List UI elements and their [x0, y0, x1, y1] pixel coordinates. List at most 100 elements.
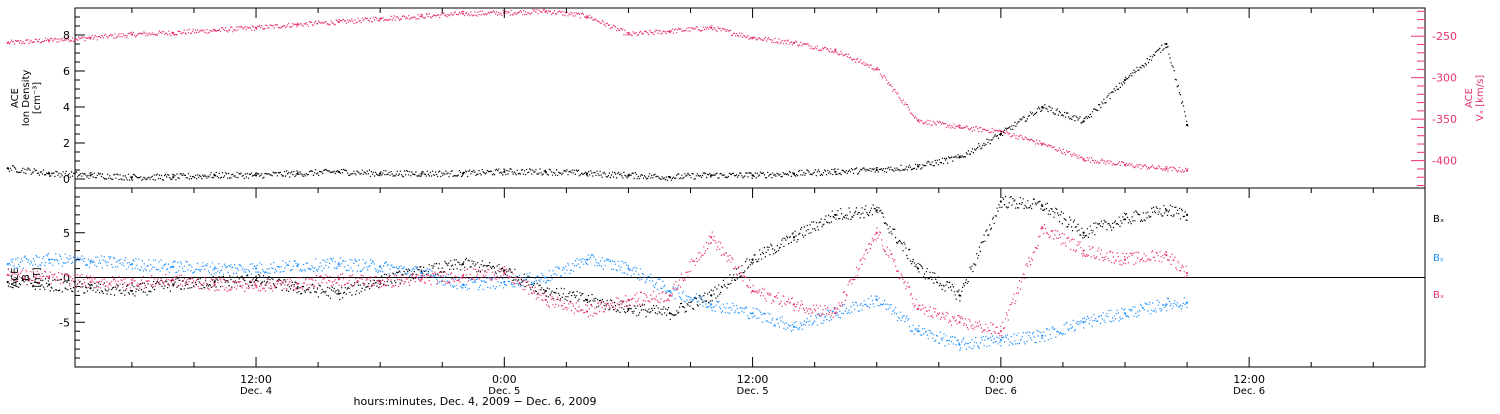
data-point [461, 12, 465, 15]
series-texture [7, 43, 1189, 181]
data-point [585, 172, 589, 175]
data-point [710, 236, 713, 239]
x-tick-label-date: Dec. 6 [1233, 386, 1265, 397]
data-point [958, 294, 961, 297]
series-Bz [6, 224, 1189, 337]
left-axis-title-line: [cm⁻³] [32, 82, 43, 114]
left-tick-label: 0 [63, 173, 70, 186]
data-point [710, 303, 713, 306]
x-tick-label-date: Dec. 4 [240, 386, 272, 397]
data-point [875, 209, 878, 212]
data-point [751, 312, 754, 315]
x-axis-title: hours:minutes, Dec. 4, 2009 − Dec. 6, 20… [354, 395, 597, 408]
x-tick-label-time: 12:00 [737, 373, 769, 386]
data-point [751, 258, 754, 261]
data-point [958, 343, 961, 346]
data-point [834, 170, 837, 173]
legend-Bz: Bₓ [1433, 290, 1444, 301]
data-point [875, 231, 878, 234]
x-tick-label-date: Dec. 5 [737, 386, 769, 397]
data-point [130, 176, 133, 179]
x-tick-label-time: 12:00 [240, 373, 272, 386]
data-point [585, 15, 589, 18]
b-tick-label: -5 [59, 316, 70, 329]
data-point [420, 278, 423, 281]
left-axis-title: ACE Ion Density [cm⁻³] [10, 70, 43, 127]
right-tick-label: -350 [1432, 113, 1457, 126]
data-point [1082, 231, 1085, 234]
data-point [379, 172, 382, 175]
data-point [834, 50, 837, 53]
data-point [1041, 334, 1044, 337]
left-tick-label: 6 [63, 65, 70, 78]
data-point [172, 176, 175, 179]
right-tick-label: -400 [1432, 155, 1457, 168]
b-tick-label: 5 [63, 227, 70, 240]
data-point [710, 294, 713, 297]
data-point [503, 170, 506, 173]
right-tick-label: -300 [1432, 72, 1457, 85]
data-point [1165, 42, 1168, 46]
data-point [254, 174, 258, 177]
data-point [544, 298, 547, 301]
data-point [503, 280, 506, 284]
data-point [1123, 218, 1127, 221]
data-point [6, 273, 9, 276]
data-point [89, 287, 92, 290]
velocity-series [6, 8, 1189, 173]
data-point [337, 262, 340, 266]
data-point [1123, 312, 1127, 315]
data-point [668, 289, 671, 293]
series-texture [7, 252, 1188, 351]
data-point [1082, 321, 1085, 324]
x-tick-label-time: 12:00 [1233, 373, 1265, 386]
data-point [1165, 167, 1168, 171]
data-point [6, 280, 9, 284]
series-By [6, 252, 1189, 351]
data-point [999, 339, 1002, 342]
b-axis-title-line: B [21, 274, 32, 281]
data-point [48, 283, 51, 286]
legend-Bx: Bₓ [1433, 214, 1444, 225]
x-tick-label-date: Dec. 5 [488, 386, 520, 397]
left-axis-title-line: Ion Density [21, 70, 32, 127]
data-point [254, 267, 258, 270]
data-point [461, 172, 465, 175]
data-point [254, 279, 258, 282]
data-point [1082, 249, 1085, 252]
data-point [296, 23, 299, 26]
data-point [999, 330, 1002, 333]
data-point [296, 172, 299, 175]
data-point [917, 267, 920, 270]
data-point [1123, 78, 1127, 82]
x-tick-label-time: 0:00 [492, 373, 517, 386]
left-tick-label: 4 [63, 101, 70, 114]
data-point [1165, 303, 1168, 306]
series-texture [7, 196, 1188, 320]
data-point [213, 267, 216, 270]
legend-By: Bᵧ [1433, 253, 1444, 264]
data-point [89, 280, 92, 284]
data-point [89, 260, 92, 263]
right-axis-title-line: ACE [1464, 88, 1475, 108]
data-point [627, 33, 630, 36]
data-point [627, 307, 630, 310]
data-point [130, 281, 133, 284]
left-axis-title-line: ACE [10, 88, 21, 108]
data-point [420, 271, 423, 275]
series-Bx [6, 196, 1189, 320]
data-point [420, 15, 423, 18]
data-point [503, 271, 506, 275]
data-point [213, 283, 216, 286]
data-point [296, 282, 299, 285]
data-point [89, 174, 92, 177]
series-texture [7, 8, 1189, 173]
data-point [213, 280, 216, 284]
data-point [337, 292, 340, 295]
data-point [420, 172, 423, 175]
left-tick-label: 8 [63, 29, 70, 42]
data-point [48, 258, 51, 261]
